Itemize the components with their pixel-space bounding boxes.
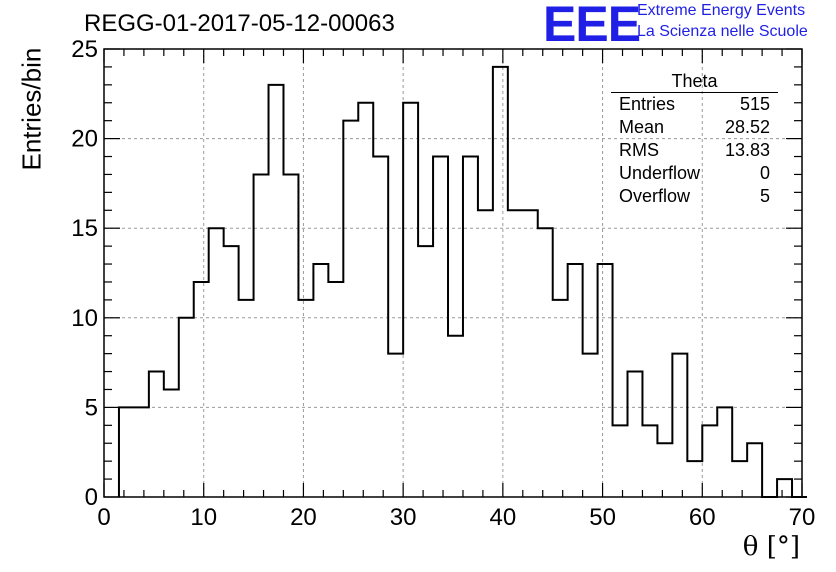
stats-value: 0 — [759, 163, 770, 183]
x-tick-label: 60 — [689, 504, 716, 531]
histogram-bin — [717, 407, 732, 497]
histogram-bin — [194, 282, 209, 497]
histogram-bin — [269, 85, 284, 497]
histogram-bin — [224, 246, 239, 497]
stats-label: Mean — [619, 117, 665, 137]
stats-row-mean: Mean 28.52 — [611, 116, 778, 139]
histogram-bin — [403, 103, 418, 497]
histogram-bin — [388, 354, 403, 497]
histogram-bin — [119, 407, 134, 497]
x-tick-label: 20 — [290, 504, 317, 531]
stats-value: 5 — [759, 186, 770, 206]
histogram-bin — [613, 425, 628, 497]
y-tick-label: 25 — [71, 36, 98, 63]
stats-label: Overflow — [619, 186, 691, 206]
histogram-outline — [117, 65, 807, 498]
histogram-bin — [583, 354, 598, 497]
histogram-bin — [628, 372, 643, 497]
histogram-bin — [239, 300, 254, 497]
stats-row-underflow: Underflow 0 — [611, 162, 778, 185]
stats-row-overflow: Overflow 5 — [611, 185, 778, 208]
stats-value: 515 — [739, 94, 770, 114]
histogram-bin — [493, 67, 508, 497]
histogram-bin — [553, 300, 568, 497]
y-tick-label: 5 — [85, 394, 98, 421]
histogram-bin — [687, 461, 702, 497]
histogram-bin — [747, 443, 762, 497]
histogram-bin — [149, 372, 164, 497]
eee-logo: EEE — [543, 0, 641, 52]
histogram-bin — [657, 443, 672, 497]
histogram-bin — [343, 121, 358, 497]
x-tick-label: 40 — [490, 504, 517, 531]
histogram-bin — [702, 425, 717, 497]
histogram-bin — [672, 354, 687, 497]
histogram-bin — [418, 246, 433, 497]
stats-row-entries: Entries 515 — [611, 93, 778, 116]
stats-label: Underflow — [619, 163, 701, 183]
histogram-bin — [328, 282, 343, 497]
histogram-bin — [164, 389, 179, 497]
y-tick-label: 0 — [85, 484, 98, 511]
histogram-bin — [254, 174, 269, 497]
histogram-bin — [732, 461, 747, 497]
x-tick-label: 0 — [97, 504, 110, 531]
x-tick-label: 10 — [190, 504, 217, 531]
histogram-bin — [777, 479, 792, 497]
histogram-bin — [373, 157, 388, 497]
histogram-bin — [523, 210, 538, 497]
histogram-bin — [448, 336, 463, 497]
stats-label: Entries — [619, 94, 676, 114]
histogram-bin — [463, 157, 478, 497]
stats-value: 28.52 — [724, 117, 770, 137]
histogram-bin — [358, 103, 373, 497]
plot-frame — [103, 48, 803, 498]
histogram-bin — [134, 407, 149, 497]
stats-box: Theta Entries 515 Mean 28.52 RMS 13.83 U… — [611, 70, 778, 208]
histogram-bin — [298, 300, 313, 497]
histogram-bin — [179, 318, 194, 497]
histogram-bin — [508, 210, 523, 497]
stats-row-rms: RMS 13.83 — [611, 139, 778, 162]
histogram-bin — [209, 228, 224, 497]
stats-label: RMS — [619, 140, 659, 160]
y-tick-label: 15 — [71, 215, 98, 242]
plot-title: REGG-01-2017-05-12-00063 — [84, 10, 395, 37]
histogram-bin — [568, 264, 583, 497]
histogram-bin — [538, 228, 553, 497]
stats-value: 13.83 — [724, 140, 770, 160]
x-tick-label: 30 — [390, 504, 417, 531]
x-axis-label: θ [°] — [742, 532, 800, 562]
histogram-bin — [313, 264, 328, 497]
histogram-bin — [478, 210, 493, 497]
y-tick-label: 20 — [71, 126, 98, 153]
stats-title: Theta — [611, 70, 778, 93]
x-tick-label: 50 — [589, 504, 616, 531]
histogram-bin — [642, 425, 657, 497]
histogram-bin — [598, 264, 613, 497]
y-tick-label: 10 — [71, 305, 98, 332]
x-tick-label: 70 — [789, 504, 816, 531]
logo-line-2: La Scienza nelle Scuole — [637, 23, 808, 40]
histogram-bin — [283, 174, 298, 497]
logo-line-1: Extreme Energy Events — [637, 2, 806, 19]
histogram-bin — [433, 157, 448, 497]
